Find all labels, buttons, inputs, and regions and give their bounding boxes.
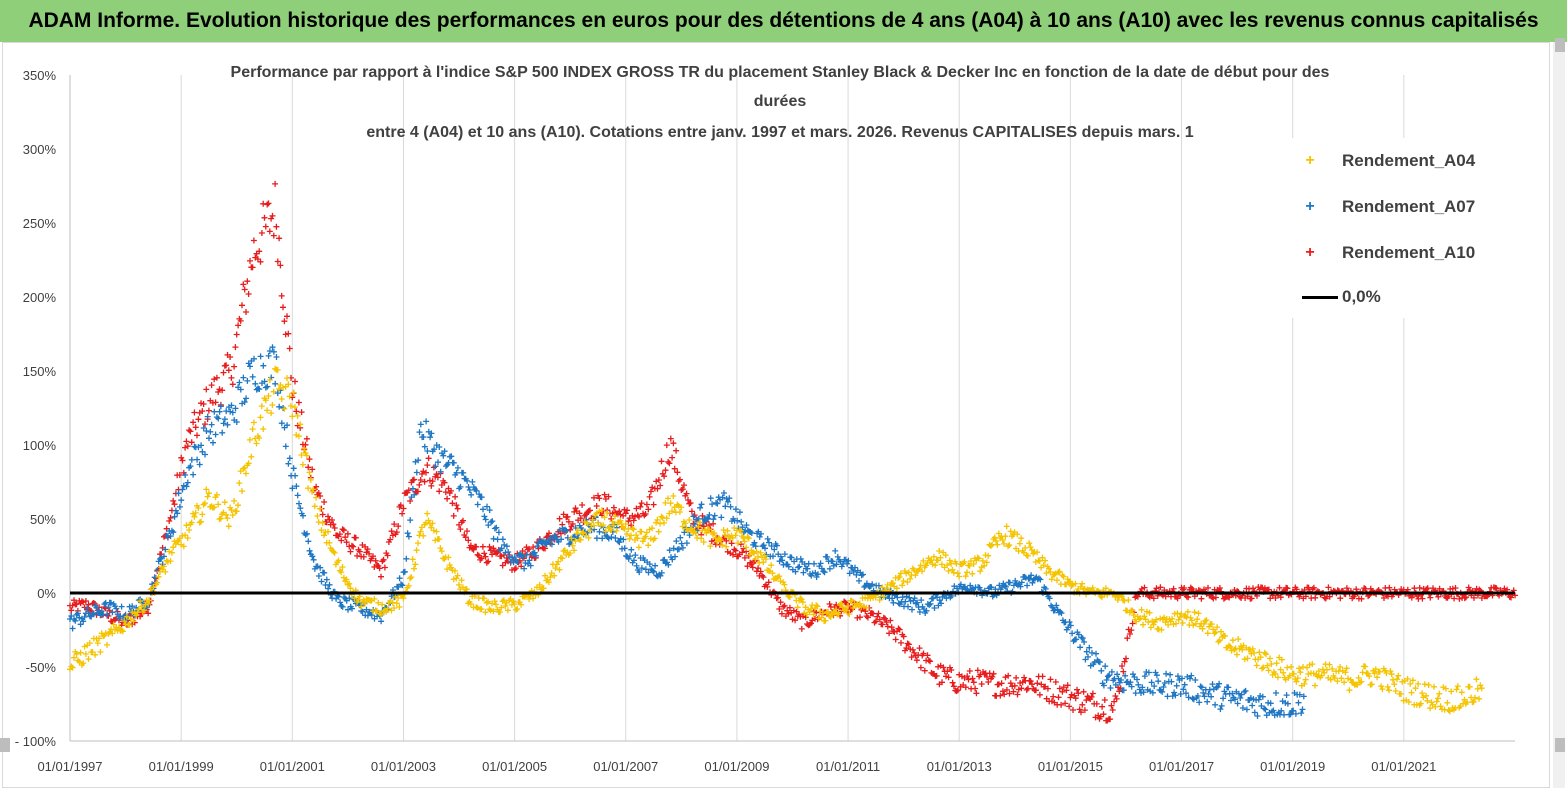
legend-item-a07: + Rendement_A07 <box>1284 192 1500 222</box>
x-tick-label: 01/01/2021 <box>1371 759 1436 774</box>
scroll-handle-bottom[interactable] <box>1555 738 1565 752</box>
y-tick-label: 150% <box>23 364 57 379</box>
title-banner <box>0 0 1567 42</box>
vertical-scrollbar[interactable] <box>1553 42 1565 788</box>
legend-item-a10: + Rendement_A10 <box>1284 238 1500 268</box>
x-tick-label: 01/01/1997 <box>37 759 102 774</box>
scroll-handle-top[interactable] <box>1555 38 1565 52</box>
y-tick-label: 50% <box>30 512 56 527</box>
y-tick-label: 350% <box>23 68 57 83</box>
data-point-markers <box>67 365 1485 715</box>
data-point-markers <box>67 344 1307 719</box>
y-tick-label: -50% <box>26 660 57 675</box>
y-tick-label: 0% <box>37 586 56 601</box>
y-tick-label: 200% <box>23 290 57 305</box>
plus-marker-icon: + <box>1305 152 1315 169</box>
legend-label: Rendement_A04 <box>1342 151 1476 170</box>
x-tick-label: 01/01/2009 <box>704 759 769 774</box>
legend-item-zero: 0,0% <box>1284 282 1500 312</box>
chart-frame <box>2 42 1550 788</box>
scroll-handle-left[interactable] <box>0 738 10 752</box>
chart-title-line-1: Performance par rapport à l'indice S&P 5… <box>230 64 1330 81</box>
x-tick-label: 01/01/2015 <box>1038 759 1103 774</box>
y-tick-label: 300% <box>23 142 57 157</box>
x-tick-label: 01/01/2013 <box>927 759 992 774</box>
x-tick-label: 01/01/2011 <box>816 759 880 774</box>
x-tick-label: 01/01/2007 <box>593 759 658 774</box>
legend-item-a04: + Rendement_A04 <box>1284 146 1500 176</box>
chart-title-line-3: entre 4 (A04) et 10 ans (A10). Cotations… <box>366 124 1194 141</box>
x-tick-label: 01/01/2019 <box>1260 759 1325 774</box>
x-tick-label: 01/01/2017 <box>1149 759 1214 774</box>
plus-marker-icon: + <box>1305 244 1315 261</box>
legend-label: Rendement_A10 <box>1342 243 1476 262</box>
plus-marker-icon: + <box>1305 198 1315 215</box>
legend-label: Rendement_A07 <box>1342 197 1476 216</box>
chart-title-line-2: durées <box>753 93 807 110</box>
series-rendement-a04 <box>67 365 1485 715</box>
x-tick-label: 01/01/2005 <box>482 759 547 774</box>
y-tick-label: 250% <box>23 216 57 231</box>
x-tick-label: 01/01/1999 <box>149 759 214 774</box>
report-title: ADAM Informe. Evolution historique des p… <box>28 9 1539 32</box>
y-tick-label: 100% <box>23 438 57 453</box>
legend-label: 0,0% <box>1342 287 1381 306</box>
x-tick-label: 01/01/2003 <box>371 759 436 774</box>
x-tick-label: 01/01/2001 <box>260 759 325 774</box>
y-tick-label: - 100% <box>15 734 57 749</box>
chart-legend: + Rendement_A04 + Rendement_A07 + Rendem… <box>1284 138 1500 318</box>
line-marker-icon <box>1302 296 1338 299</box>
series-rendement-a07 <box>67 344 1307 719</box>
